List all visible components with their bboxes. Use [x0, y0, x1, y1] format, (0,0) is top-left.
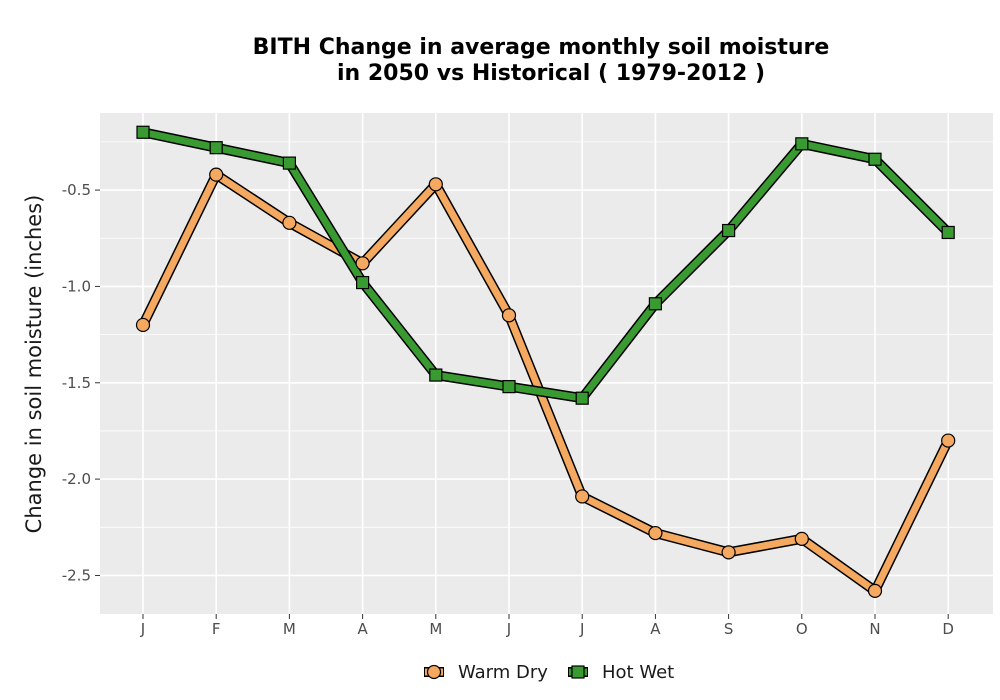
chart-title-line-1: BITH Change in average monthly soil mois…: [253, 35, 830, 60]
legend-label-warm-dry: Warm Dry: [458, 662, 548, 683]
legend-key-hot-wet-marker: [571, 665, 585, 679]
hot-wet-point: [868, 152, 882, 166]
hot-wet-point: [941, 225, 955, 240]
grid-lines: [100, 113, 993, 614]
series-layer: [135, 125, 956, 598]
warm-dry-point: [794, 531, 809, 546]
warm-dry-point: [941, 433, 956, 448]
warm-dry-point: [135, 317, 151, 333]
x-tick-label: O: [796, 620, 808, 638]
x-tick-label: F: [212, 620, 221, 638]
x-tick-label: D: [942, 620, 954, 638]
hot-wet-point: [575, 391, 589, 405]
legend-label-hot-wet: Hot Wet: [602, 662, 674, 683]
x-tick-label: N: [869, 620, 880, 638]
y-tick-label: -0.5: [62, 181, 91, 199]
y-axis-label: Change in soil moisture (inches): [22, 195, 46, 534]
x-tick-label: J: [506, 620, 511, 638]
y-tick-label: -1.0: [62, 277, 91, 295]
chart-title-line-2: in 2050 vs Historical ( 1979-2012 ): [337, 61, 765, 86]
warm-dry-point: [209, 167, 224, 182]
hot-wet-point: [209, 141, 223, 155]
warm-dry-point: [501, 308, 517, 323]
x-tick-label: A: [650, 620, 661, 638]
hot-wet-point: [356, 275, 370, 290]
hot-wet-line: [139, 128, 952, 402]
x-tick-label: J: [140, 620, 145, 638]
x-tick-label: A: [357, 620, 368, 638]
warm-dry-point: [428, 177, 443, 192]
hot-wet-point: [136, 125, 150, 139]
warm-dry-point: [575, 489, 590, 504]
hot-wet-point: [429, 368, 443, 382]
y-tick-label: -2.0: [62, 470, 91, 488]
legend: Warm Dry Hot Wet: [424, 662, 674, 683]
y-axis-ticks: -0.5 -1.0 -1.5 -2.0 -2.5: [62, 181, 100, 584]
warm-dry-point: [648, 525, 663, 541]
y-tick-label: -1.5: [62, 374, 91, 392]
hot-wet-point: [502, 380, 516, 394]
x-tick-label: M: [429, 620, 442, 638]
hot-wet-point: [721, 223, 736, 238]
warm-dry-line: [139, 171, 952, 595]
legend-key-warm-dry-marker: [426, 664, 442, 680]
hot-wet-point: [795, 137, 809, 151]
warm-dry-point: [721, 545, 736, 560]
x-tick-label: J: [579, 620, 584, 638]
warm-dry-point: [867, 583, 883, 598]
x-tick-label: S: [724, 620, 734, 638]
y-tick-label: -2.5: [62, 566, 91, 584]
warm-dry-point: [355, 256, 370, 271]
hot-wet-point: [648, 297, 663, 311]
warm-dry-point: [282, 215, 297, 230]
x-tick-label: M: [283, 620, 296, 638]
hot-wet-point: [282, 156, 296, 170]
